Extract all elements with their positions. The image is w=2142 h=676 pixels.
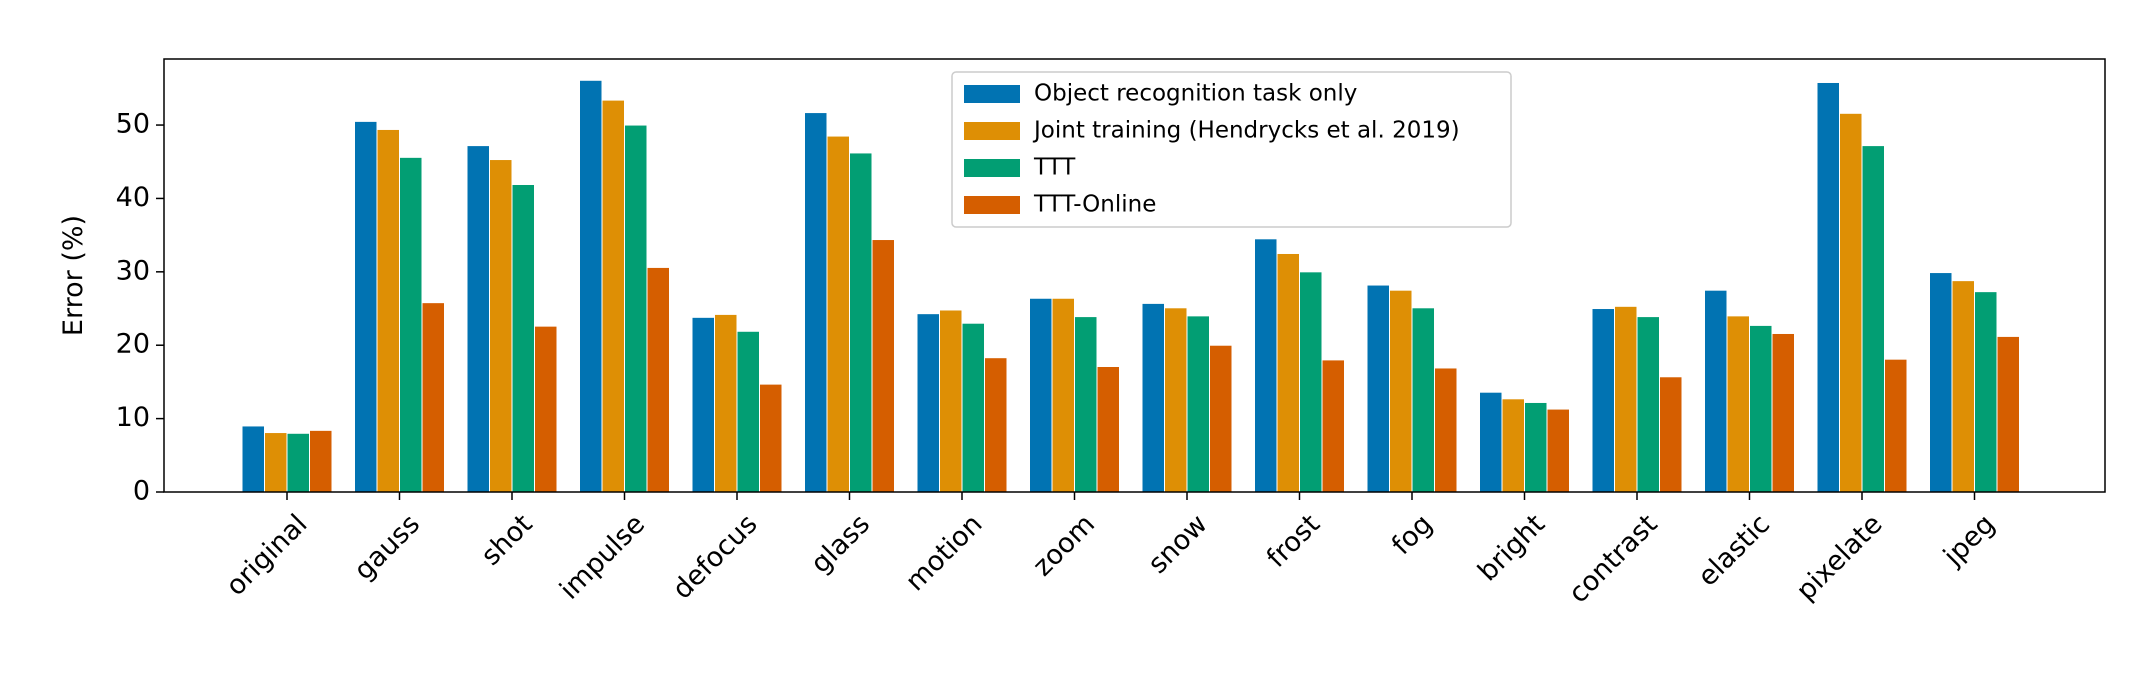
- bar: [1389, 289, 1413, 493]
- legend-label: Object recognition task only: [1034, 81, 1357, 107]
- x-tick-label: snow: [1142, 509, 1213, 580]
- bar: [1366, 284, 1390, 493]
- y-tick-label: 40: [116, 182, 150, 213]
- legend-swatch: [964, 122, 1020, 140]
- x-tick-label: pixelate: [1790, 509, 1888, 607]
- bar: [1501, 398, 1525, 493]
- legend-label: TTT-Online: [1033, 192, 1156, 218]
- bar: [466, 145, 490, 493]
- x-tick-label: frost: [1261, 509, 1326, 574]
- bar: [1524, 401, 1548, 493]
- bar: [849, 152, 873, 493]
- y-tick-label: 10: [116, 402, 150, 433]
- x-tick-label: fog: [1386, 509, 1438, 561]
- x-tick-label: bright: [1472, 509, 1551, 588]
- bar: [1096, 366, 1120, 493]
- bar: [1839, 112, 1863, 493]
- x-tick-label: zoom: [1027, 509, 1101, 583]
- bar: [1929, 272, 1953, 493]
- bar: [264, 432, 288, 493]
- y-tick-label: 0: [133, 476, 150, 507]
- bar: [489, 159, 513, 493]
- bar: [376, 128, 400, 493]
- bar: [601, 99, 625, 493]
- bar: [1861, 145, 1885, 493]
- x-tick-label: gauss: [348, 509, 426, 587]
- axes-frame: [163, 58, 2106, 493]
- y-tick-label: 50: [116, 109, 150, 140]
- bar: [1029, 297, 1053, 493]
- bar: [1816, 81, 1840, 493]
- bar: [1749, 324, 1773, 493]
- bar: [1321, 359, 1345, 493]
- bar: [309, 429, 333, 493]
- bar: [1164, 307, 1188, 493]
- bar: [714, 313, 738, 493]
- x-tick-label: original: [220, 509, 313, 602]
- x-tick-label: glass: [805, 509, 876, 580]
- y-tick-label: 30: [116, 255, 150, 286]
- bar: [1074, 316, 1098, 493]
- bar: [1659, 376, 1683, 493]
- x-tick-label: motion: [900, 509, 989, 598]
- bar: [1546, 408, 1570, 493]
- bar: [984, 357, 1008, 493]
- bar: [579, 79, 603, 493]
- x-tick-label: jpeg: [1937, 509, 2001, 573]
- bar: [1591, 308, 1615, 493]
- bar: [646, 266, 670, 493]
- legend-label: TTT: [1033, 155, 1076, 181]
- bar: [399, 156, 423, 493]
- legend-box: [951, 71, 1512, 228]
- bar: [1276, 252, 1300, 493]
- x-tick-label: impulse: [554, 509, 651, 606]
- bar: [511, 183, 535, 493]
- bar: [624, 124, 648, 493]
- bar: [1771, 332, 1795, 493]
- bar: [1299, 271, 1323, 493]
- bar: [1996, 335, 2020, 493]
- bar: [1614, 305, 1638, 493]
- legend-swatch: [964, 196, 1020, 214]
- x-tick-label: shot: [475, 509, 538, 572]
- bar: [534, 325, 558, 493]
- y-axis-label: Error (%): [58, 215, 89, 336]
- bar: [286, 432, 310, 493]
- x-tick-label: elastic: [1692, 509, 1776, 593]
- bar: [826, 135, 850, 493]
- bar: [939, 309, 963, 493]
- bar: [1636, 316, 1660, 493]
- legend-swatch: [964, 85, 1020, 103]
- bar: [1726, 315, 1750, 493]
- bar: [1411, 307, 1435, 493]
- bar: [804, 112, 828, 493]
- bar: [1704, 289, 1728, 493]
- bar: [421, 302, 445, 493]
- bar: [241, 425, 265, 493]
- x-tick-label: defocus: [667, 509, 764, 606]
- bar: [961, 322, 985, 493]
- bar: [871, 239, 895, 493]
- bar: [736, 330, 760, 493]
- legend-swatch: [964, 159, 1020, 177]
- legend-label: Joint training (Hendrycks et al. 2019): [1032, 118, 1460, 144]
- bar: [759, 383, 783, 493]
- bar: [1951, 280, 1975, 493]
- bar: [1974, 291, 1998, 493]
- bar: [1141, 302, 1165, 493]
- bar: [354, 120, 378, 493]
- bar: [1884, 358, 1908, 493]
- bar: [1434, 367, 1458, 493]
- bar: [1209, 344, 1233, 493]
- x-tick-label: contrast: [1563, 509, 1664, 610]
- bar: [691, 316, 715, 493]
- y-tick-label: 20: [116, 329, 150, 360]
- bar: [916, 313, 940, 493]
- bar: [1186, 315, 1210, 493]
- bar: [1254, 238, 1278, 493]
- bar: [1051, 297, 1075, 493]
- bar: [1479, 391, 1503, 493]
